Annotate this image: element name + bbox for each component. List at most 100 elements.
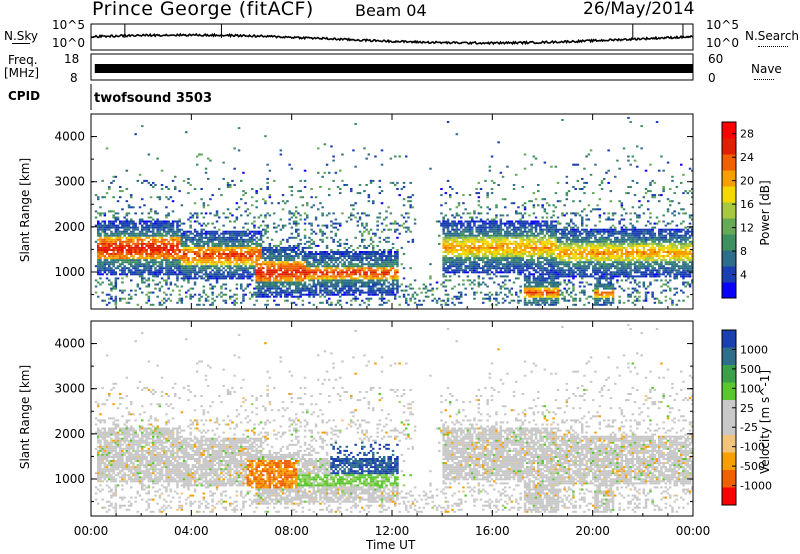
power-cell <box>148 237 151 239</box>
power-cell <box>308 223 311 225</box>
power-cell <box>194 231 197 233</box>
power-cell <box>343 251 346 253</box>
power-cell <box>302 249 305 251</box>
power-cell <box>205 235 208 237</box>
power-cell <box>240 273 243 275</box>
power-cell <box>288 273 291 275</box>
power-cell <box>156 255 159 257</box>
power-cell <box>343 277 346 279</box>
power-cell <box>99 214 102 216</box>
power-cell <box>390 253 393 255</box>
power-cell <box>480 231 483 233</box>
power-cell <box>154 247 157 249</box>
power-cell <box>456 261 459 263</box>
power-cell <box>394 184 397 186</box>
power-cell <box>115 229 118 231</box>
power-cell <box>506 227 509 229</box>
power-cell <box>284 290 287 292</box>
power-cell <box>178 273 181 275</box>
power-cell <box>192 259 195 261</box>
power-cell <box>491 231 494 233</box>
power-cell <box>251 241 254 243</box>
power-cell <box>304 237 307 239</box>
power-cell <box>214 271 217 273</box>
power-cell <box>467 223 470 225</box>
power-cell <box>189 225 192 227</box>
power-cell <box>112 257 115 259</box>
power-cell <box>387 229 390 231</box>
power-cell <box>321 214 324 216</box>
power-cell <box>196 214 199 216</box>
power-cell <box>198 261 201 263</box>
power-cell <box>139 239 142 241</box>
power-cell <box>513 229 516 231</box>
power-cell <box>141 243 144 245</box>
power-cell <box>420 292 423 294</box>
power-cell <box>196 255 199 257</box>
power-cell <box>115 288 118 290</box>
power-cell <box>137 245 140 247</box>
power-cell <box>348 253 351 255</box>
power-cell <box>280 255 283 257</box>
power-cell <box>156 265 159 267</box>
power-cell <box>280 229 283 231</box>
power-cell <box>104 251 107 253</box>
power-cell <box>500 237 503 239</box>
power-cell <box>447 257 450 259</box>
power-cell <box>390 223 393 225</box>
power-cell <box>244 267 247 269</box>
power-cell <box>282 277 285 279</box>
power-cell <box>141 225 144 227</box>
power-cell <box>178 294 181 296</box>
power-cell <box>139 273 142 275</box>
power-cell <box>145 231 148 233</box>
power-cell <box>233 243 236 245</box>
power-cell <box>181 249 184 251</box>
power-cell <box>414 292 417 294</box>
power-cell <box>295 286 298 288</box>
power-cell <box>209 233 212 235</box>
power-cell <box>165 265 168 267</box>
power-cell <box>368 269 371 271</box>
power-cell <box>403 253 406 255</box>
power-cell <box>403 198 406 200</box>
power-cell <box>189 298 192 300</box>
power-cell <box>480 225 483 227</box>
power-cell <box>515 227 518 229</box>
power-cell <box>297 275 300 277</box>
power-cell <box>286 263 289 265</box>
power-cell <box>418 304 421 306</box>
power-cell <box>152 273 155 275</box>
power-cell <box>339 282 342 284</box>
power-cell <box>513 237 516 239</box>
power-cell <box>295 267 298 269</box>
power-cell <box>458 221 461 223</box>
power-cell <box>134 259 137 261</box>
power-cell <box>390 257 393 259</box>
power-cell <box>511 288 513 290</box>
power-cell <box>513 223 516 225</box>
power-cell <box>346 294 349 296</box>
power-cell <box>227 247 230 249</box>
power-cell <box>447 121 450 123</box>
power-cell <box>238 206 241 208</box>
power-cell <box>440 284 443 286</box>
power-cell <box>368 257 371 259</box>
power-cell <box>286 241 289 243</box>
power-cell <box>462 229 465 231</box>
power-cell <box>365 282 368 284</box>
power-cell <box>460 227 463 229</box>
power-cell <box>436 300 439 302</box>
power-cell <box>368 231 371 233</box>
power-cell <box>535 298 538 300</box>
power-cell <box>275 296 278 298</box>
power-cell <box>484 241 487 243</box>
power-cell <box>506 247 509 249</box>
power-cell <box>154 221 157 223</box>
power-cell <box>154 233 157 235</box>
power-cell <box>174 267 177 269</box>
power-cell <box>315 269 318 271</box>
power-cell <box>464 239 467 241</box>
power-cell <box>271 282 274 284</box>
power-cell <box>484 298 487 300</box>
